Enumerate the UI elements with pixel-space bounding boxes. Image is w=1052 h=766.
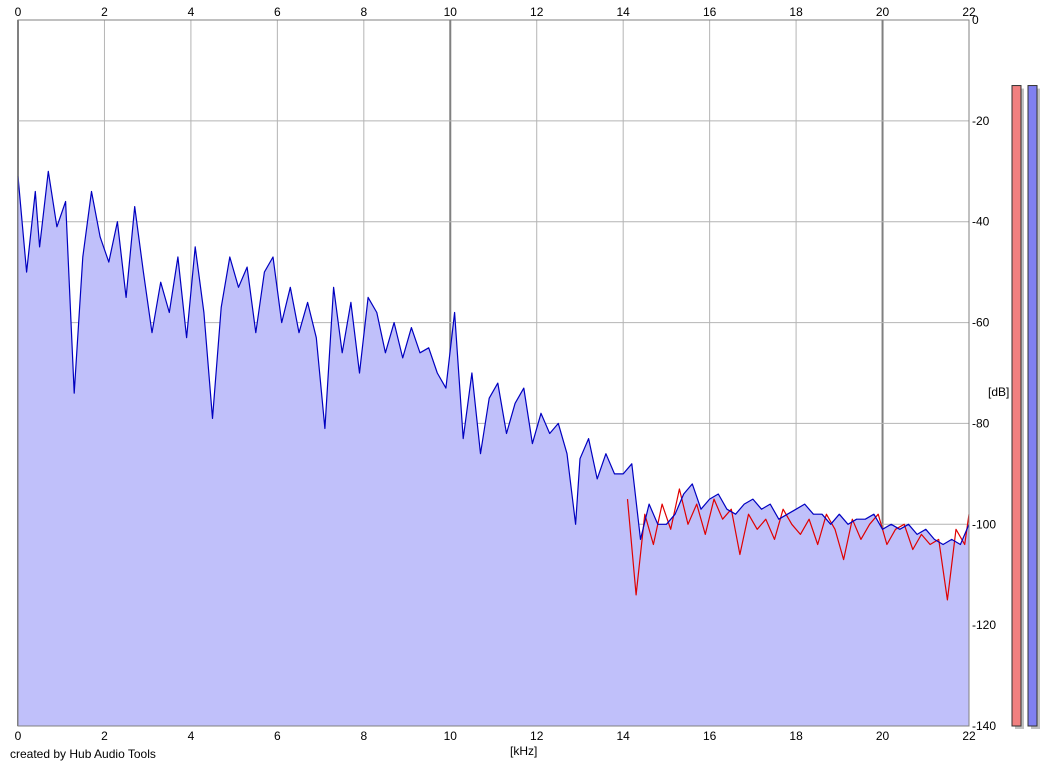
y-tick-80: -80 [972, 416, 990, 430]
x-tick-bottom-20: 20 [876, 729, 890, 743]
y-axis-label: [dB] [988, 385, 1009, 399]
plot-border [17, 19, 970, 727]
x-tick-bottom-14: 14 [617, 729, 631, 743]
y-tick-100: -100 [972, 517, 996, 531]
series-0-line [17, 170, 970, 546]
x-tick-top-14: 14 [617, 5, 631, 19]
series-1-line [626, 488, 970, 601]
x-tick-top-8: 8 [360, 5, 367, 19]
y-tick-20: -20 [972, 114, 990, 128]
meter-bar-left [1011, 85, 1022, 727]
x-tick-labels-top: 0 2 4 6 8 10 12 14 16 18 20 22 [15, 5, 976, 19]
x-tick-top-12: 12 [530, 5, 544, 19]
y-tick-140: -140 [972, 719, 996, 733]
series-0-area [18, 171, 969, 727]
x-tick-top-6: 6 [274, 5, 281, 19]
y-tick-labels: 0 -20 -40 -60 -80 -100 -120 -140 [972, 13, 996, 733]
x-tick-top-4: 4 [188, 5, 195, 19]
credit-text: created by Hub Audio Tools [10, 747, 156, 761]
series-lines [17, 170, 970, 601]
x-tick-bottom-8: 8 [360, 729, 367, 743]
x-tick-top-16: 16 [703, 5, 717, 19]
x-tick-bottom-2: 2 [101, 729, 108, 743]
y-tick-60: -60 [972, 316, 990, 330]
x-tick-bottom-18: 18 [789, 729, 803, 743]
x-tick-top-10: 10 [444, 5, 458, 19]
level-meters [1011, 85, 1040, 730]
x-tick-bottom-4: 4 [188, 729, 195, 743]
spectrum-area [18, 171, 969, 727]
x-tick-bottom-16: 16 [703, 729, 717, 743]
x-tick-bottom-6: 6 [274, 729, 281, 743]
y-tick-0: 0 [972, 13, 979, 27]
y-tick-40: -40 [972, 215, 990, 229]
meter-bar-right [1027, 85, 1038, 727]
x-tick-labels-bottom: 0 2 4 6 8 10 12 14 16 18 20 22 [15, 729, 976, 743]
y-tick-120: -120 [972, 618, 996, 632]
x-tick-top-20: 20 [876, 5, 890, 19]
x-tick-top-18: 18 [789, 5, 803, 19]
x-tick-top-22: 22 [962, 5, 976, 19]
x-tick-bottom-22: 22 [962, 729, 976, 743]
x-tick-bottom-12: 12 [530, 729, 544, 743]
plot-frame [17, 19, 970, 727]
x-axis-label: [kHz] [510, 744, 537, 758]
x-tick-bottom-0: 0 [15, 729, 22, 743]
x-tick-top-2: 2 [101, 5, 108, 19]
x-tick-top-0: 0 [15, 5, 22, 19]
x-tick-bottom-10: 10 [444, 729, 458, 743]
